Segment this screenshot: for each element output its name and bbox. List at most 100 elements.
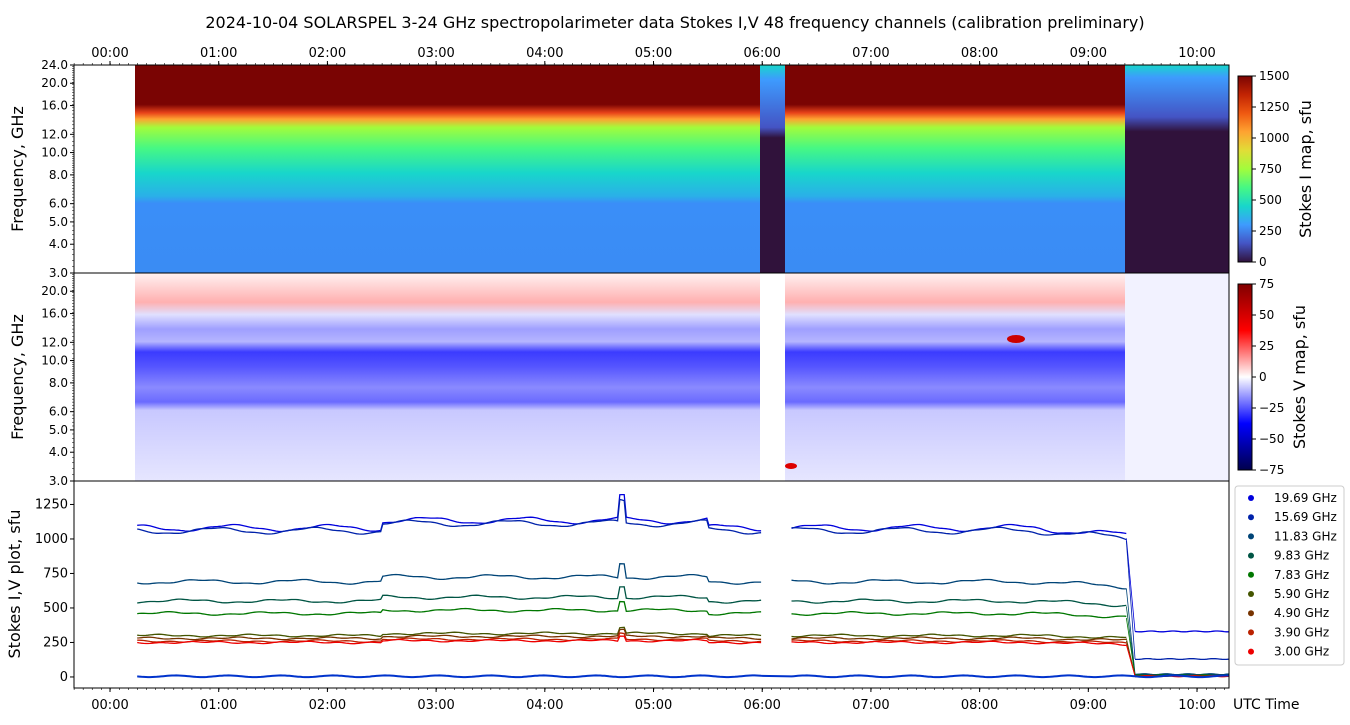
stokes-plot-yticks: 1250 1000 750 500 250 0 bbox=[35, 497, 74, 685]
legend-entry: 7.83 GHz bbox=[1274, 568, 1329, 582]
bottom-time-label: 10:00 bbox=[1178, 698, 1215, 713]
stokes-i-ytick-label: 16.0 bbox=[41, 99, 68, 113]
legend-marker bbox=[1248, 591, 1254, 597]
legend-marker bbox=[1248, 514, 1254, 521]
top-time-label: 08:00 bbox=[961, 46, 998, 61]
stokes-i-ytick-label: 10.0 bbox=[41, 146, 68, 160]
stokes-v-yticks: 20.0 16.0 12.0 10.0 8.0 6.0 5.0 4.0 3.0 bbox=[41, 274, 74, 488]
series-trace bbox=[137, 563, 762, 585]
stokes-plot-panel: Stokes I,V plot, sfu 1250 1000 750 500 250 0 bbox=[5, 480, 1230, 689]
bottom-time-label: 09:00 bbox=[1070, 698, 1107, 713]
legend-entry: 9.83 GHz bbox=[1274, 549, 1329, 563]
stokes-v-cbar-label: 50 bbox=[1259, 308, 1274, 322]
stokes-v-trace bbox=[137, 674, 1229, 679]
stokes-plot-ytick-label: 1250 bbox=[35, 497, 68, 512]
stokes-i-spectrum-late bbox=[785, 65, 1125, 273]
legend-entry: 3.00 GHz bbox=[1274, 645, 1329, 659]
stokes-plot-ytick-label: 0 bbox=[60, 670, 68, 685]
legend-entry: 15.69 GHz bbox=[1274, 510, 1337, 524]
series-drop bbox=[1125, 588, 1136, 675]
series-trace bbox=[791, 611, 1127, 619]
stokes-i-ytick-label: 12.0 bbox=[41, 127, 68, 141]
series-drop bbox=[1125, 538, 1136, 632]
top-time-label: 06:00 bbox=[743, 46, 780, 61]
legend-marker bbox=[1248, 552, 1254, 559]
stokes-i-ytick-label: 24.0 bbox=[41, 58, 68, 72]
legend-marker bbox=[1248, 610, 1254, 617]
x-axis-label: UTC Time bbox=[1233, 697, 1299, 713]
series-trace bbox=[1134, 630, 1229, 633]
stokes-plot-series bbox=[137, 493, 1229, 679]
stokes-i-yticks: 24.0 20.0 16.0 12.0 10.0 8.0 6.0 5.0 4.0 3.0 bbox=[41, 58, 74, 280]
stokes-i-colorbar: 1500 1250 1000 750 500 250 0 Stokes I map, sfu bbox=[1237, 69, 1315, 269]
bottom-time-label: 06:00 bbox=[743, 698, 780, 713]
stokes-i-after-drop bbox=[1125, 65, 1229, 273]
stokes-i-ytick-label: 5.0 bbox=[49, 215, 68, 229]
series-trace bbox=[1135, 657, 1229, 661]
bottom-time-label: 00:00 bbox=[91, 698, 128, 713]
legend-marker bbox=[1248, 648, 1254, 655]
series-trace bbox=[791, 636, 1127, 641]
stokes-v-ytick-label: 20.0 bbox=[41, 284, 68, 298]
stokes-i-ytick-label: 20.0 bbox=[41, 76, 68, 90]
bottom-time-axis: 00:00 01:00 02:00 03:00 04:00 05:00 06:00 07:00… bbox=[73, 688, 1225, 713]
stokes-i-gap-region bbox=[760, 65, 785, 273]
stokes-v-panel: Frequency, GHz 20.0 16.0 12.0 10.0 8.0 6.0 5.0… bbox=[8, 272, 1230, 488]
bottom-time-label: 01:00 bbox=[200, 698, 237, 713]
stokes-i-cbar-label: 0 bbox=[1259, 255, 1267, 269]
chart-title: 2024-10-04 SOLARSPEL 3-24 GHz spectropol… bbox=[205, 13, 1144, 32]
series-trace bbox=[791, 633, 1127, 639]
stokes-v-after-drop bbox=[1125, 273, 1229, 481]
bottom-time-label: 05:00 bbox=[635, 698, 672, 713]
stokes-v-cbar-label: 75 bbox=[1259, 277, 1274, 291]
top-time-label: 10:00 bbox=[1178, 46, 1215, 61]
top-time-label: 00:00 bbox=[91, 46, 128, 61]
stokes-i-cbar-label: 250 bbox=[1259, 224, 1282, 238]
legend-entry: 11.83 GHz bbox=[1274, 529, 1337, 543]
stokes-i-cbar-label: 500 bbox=[1259, 193, 1282, 207]
stokes-plot-ytick-label: 500 bbox=[43, 601, 68, 616]
stokes-v-ytick-label: 4.0 bbox=[49, 445, 68, 459]
stokes-i-spectrum bbox=[135, 65, 760, 273]
legend-entry: 19.69 GHz bbox=[1274, 491, 1337, 505]
stokes-plot-ylabel: Stokes I,V plot, sfu bbox=[5, 510, 24, 659]
stokes-i-colorbar-ticks: 1500 1250 1000 750 500 250 0 bbox=[1252, 69, 1290, 269]
stokes-v-cbar-label: 25 bbox=[1259, 339, 1274, 353]
stokes-v-colorbar-ticks: 75 50 25 0 −25 −50 −75 bbox=[1252, 277, 1284, 477]
stokes-i-cbar-label: 1250 bbox=[1259, 100, 1290, 114]
stokes-v-ytick-label: 5.0 bbox=[49, 423, 68, 437]
stokes-i-cbar-label: 750 bbox=[1259, 162, 1282, 176]
series-trace bbox=[137, 493, 762, 533]
top-time-label: 05:00 bbox=[635, 46, 672, 61]
top-time-label: 07:00 bbox=[852, 46, 889, 61]
series-trace bbox=[137, 498, 762, 535]
legend-marker bbox=[1248, 571, 1254, 578]
series-trace bbox=[791, 598, 1127, 608]
series-drop bbox=[1125, 540, 1136, 660]
stokes-i-ytick-label: 6.0 bbox=[49, 197, 68, 211]
series-trace bbox=[137, 600, 762, 616]
stokes-plot-ytick-label: 250 bbox=[43, 635, 68, 650]
stokes-v-red-burst bbox=[1007, 335, 1025, 343]
top-time-label: 02:00 bbox=[309, 46, 346, 61]
legend: 19.69 GHz 15.69 GHz 11.83 GHz 9.83 GHz 7.83 … bbox=[1234, 485, 1345, 666]
stokes-v-ytick-label: 8.0 bbox=[49, 376, 68, 390]
bottom-time-label: 02:00 bbox=[309, 698, 346, 713]
bottom-time-label: 04:00 bbox=[526, 698, 563, 713]
stokes-v-ytick-label: 16.0 bbox=[41, 307, 68, 321]
legend-entry: 3.90 GHz bbox=[1274, 625, 1329, 639]
series-trace bbox=[791, 640, 1127, 647]
stokes-i-colorbar-label: Stokes I map, sfu bbox=[1296, 100, 1315, 238]
stokes-i-cbar-label: 1000 bbox=[1259, 131, 1290, 145]
stokes-v-ytick-label: 3.0 bbox=[49, 474, 68, 488]
legend-marker bbox=[1248, 533, 1254, 540]
top-time-label: 03:00 bbox=[417, 46, 454, 61]
stokes-v-cbar-label: 0 bbox=[1259, 370, 1267, 384]
stokes-v-ylabel: Frequency, GHz bbox=[8, 314, 27, 440]
series-trace bbox=[791, 578, 1127, 590]
legend-entry: 4.90 GHz bbox=[1274, 606, 1329, 620]
series-trace bbox=[137, 635, 762, 645]
legend-entry: 5.90 GHz bbox=[1274, 587, 1329, 601]
series-trace bbox=[791, 523, 1127, 535]
stokes-plot-ytick-label: 750 bbox=[43, 566, 68, 581]
